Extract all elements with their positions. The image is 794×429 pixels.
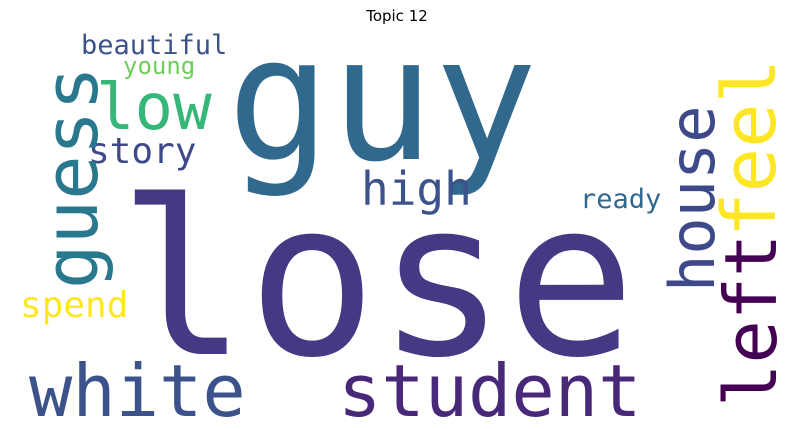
word-young: young <box>123 52 196 80</box>
word-story: story <box>88 131 197 172</box>
word-guess: guess <box>29 66 115 289</box>
word-student: student <box>338 349 642 428</box>
word-cloud: lose guy white student low high story sp… <box>15 32 794 428</box>
chart-title: Topic 12 <box>366 7 428 25</box>
word-beautiful: beautiful <box>81 32 228 61</box>
word-white: white <box>29 349 246 428</box>
word-high: high <box>361 162 472 216</box>
word-feel: feel <box>707 58 793 237</box>
word-guy: guy <box>227 32 538 200</box>
word-left: left <box>709 233 793 407</box>
word-spend: spend <box>20 285 129 326</box>
word-ready: ready <box>580 184 662 215</box>
word-lose: lose <box>118 154 636 405</box>
word-low: low <box>96 71 212 145</box>
